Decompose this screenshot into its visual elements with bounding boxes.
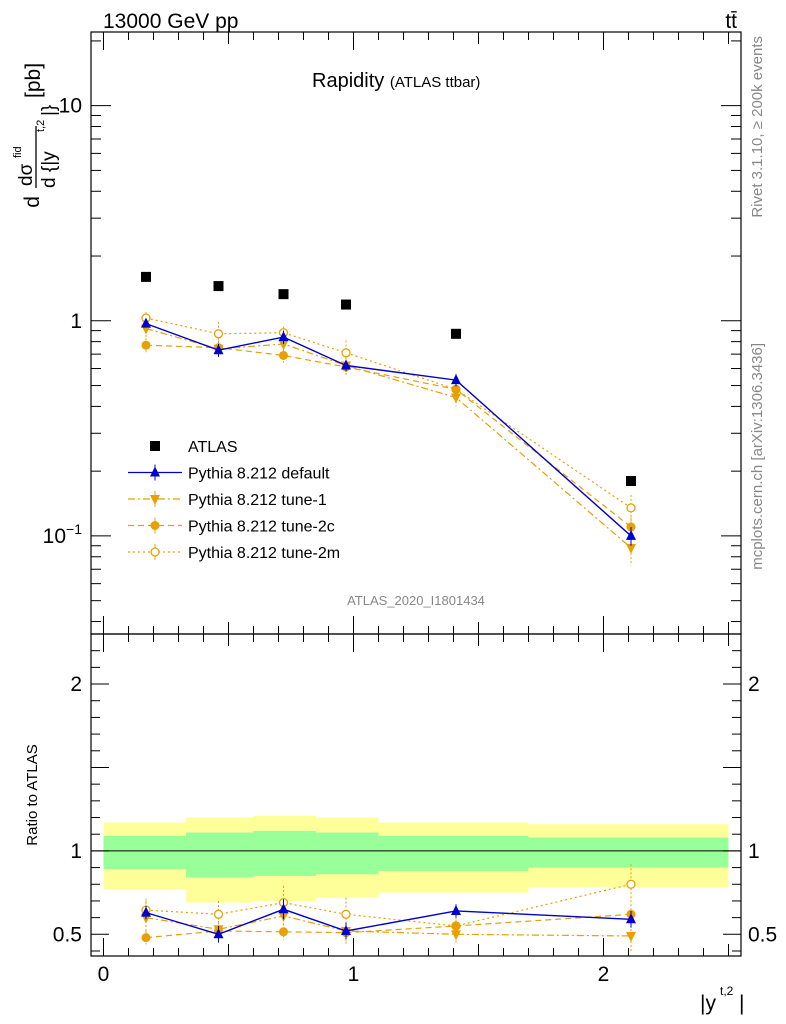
main-point [213,344,224,355]
ratio-point [213,928,224,939]
main-point [278,289,289,300]
legend-marker [150,495,160,505]
ratio-band-inner [528,837,729,868]
legend-label: Pythia 8.212 tune-1 [188,492,327,509]
svg-text:t,2: t,2 [720,984,734,998]
main-point [451,393,461,404]
legend-label: ATLAS [188,439,238,456]
main-y-axis-label: d dσ fid d {|y t,2 |} [pb] [12,63,60,208]
main-y-tick-label: 10 [59,95,82,118]
ratio-band-inner [103,835,186,870]
ratio-panel: 0.5 0.5 1 1 2 2 0 1 2 Ratio to ATLAS |y t,2 | [24,633,777,1015]
x-axis-label: |y t,2 | [700,984,744,1015]
ratio-point [451,930,461,941]
x-tick-label: 0 [98,963,110,986]
ratio-band-inner [186,832,254,878]
ratio-point [213,909,224,919]
ratio-series-pythia-8-212-tune-1 [141,899,636,951]
main-point [626,476,636,487]
svg-text:|y: |y [700,992,716,1015]
legend-marker [150,521,160,530]
main-point [141,271,151,282]
svg-text:t,2: t,2 [35,120,47,132]
ratio-point [341,924,351,935]
mcplots-label: mcplots.cern.ch [arXiv:1306.3436] [749,343,766,570]
main-panel: 10−1 1 10 Rapidity (ATLAS ttbar) ATLAS_202… [12,31,742,635]
ratio-y-tick-label: 0.5 [53,923,82,946]
main-line [145,317,632,509]
ratio-series-pythia-8-212-default [141,899,636,943]
ratio-point [141,933,151,943]
svg-text:fid: fid [12,146,24,158]
main-point [626,543,636,554]
main-series-pythia-8-212-default [141,317,636,546]
main-point [341,359,351,370]
main-point [141,340,151,350]
ratio-y-axis-label: Ratio to ATLAS [24,744,41,845]
main-line [145,322,632,537]
main-point [278,331,289,342]
rivet-label: Rivet 3.1.10, ≥ 200k events [749,36,766,218]
ratio-line [145,908,632,936]
ratio-y-tick-label: 2 [70,673,82,696]
main-point [451,328,461,339]
svg-text:d: d [21,196,44,208]
main-point [626,503,636,513]
main-point [626,529,636,540]
legend-marker [150,466,160,477]
ratio-line [145,883,632,927]
svg-text:d {|y: d {|y [39,151,60,188]
svg-text:dσ: dσ [16,163,37,186]
main-point [341,348,351,358]
main-point [213,329,224,339]
ratio-frame [90,633,742,957]
ratio-y-tick-label-right: 0.5 [748,923,777,946]
svg-text:|}: |} [39,105,60,116]
main-point [278,340,289,351]
legend-marker [150,547,160,557]
main-point [141,317,151,328]
ratio-point [451,904,461,915]
main-point [451,374,461,385]
ratio-point [278,903,289,914]
ratio-point [341,909,351,919]
main-point [279,350,288,360]
main-series-atlas [141,271,636,487]
x-tick-label: 2 [598,963,610,986]
ratio-point [626,879,636,889]
legend: ATLAS Pythia 8.212 default Pythia 8.212 tu… [128,439,340,562]
main-line [145,344,632,528]
ratio-line [145,915,632,937]
ratio-series-pythia-8-212-tune-2c [141,904,636,945]
main-frame [90,31,742,635]
ratio-y-tick-label: 1 [70,840,82,863]
legend-label: Pythia 8.212 default [188,466,330,483]
ratio-line [145,913,632,939]
main-point [213,281,224,292]
ratio-y-tick-label-right: 1 [748,840,760,863]
energy-label: 13000 GeV pp [103,10,238,33]
legend-label: Pythia 8.212 tune-2c [188,519,335,536]
main-y-tick-label: 1 [70,310,82,333]
main-point [341,299,351,310]
svg-text:|: | [739,992,744,1015]
ratio-band-inner [253,830,316,876]
main-y-tick-label: 10−1 [43,521,83,548]
legend-label: Pythia 8.212 tune-2m [188,545,340,562]
ratio-point [626,931,636,942]
ratio-y-tick-label-right: 2 [748,673,760,696]
ratio-point [626,913,636,924]
x-tick-label: 1 [348,963,360,986]
legend-marker [150,441,160,451]
ratio-point [141,906,151,917]
svg-text:[pb]: [pb] [22,63,45,98]
ratio-band-inner [316,832,379,875]
process-label: tt̄ [725,10,737,33]
analysis-label: ATLAS_2020_I1801434 [347,593,485,608]
ratio-band-inner [378,835,529,871]
plot-title: Rapidity (ATLAS ttbar) [312,70,480,92]
